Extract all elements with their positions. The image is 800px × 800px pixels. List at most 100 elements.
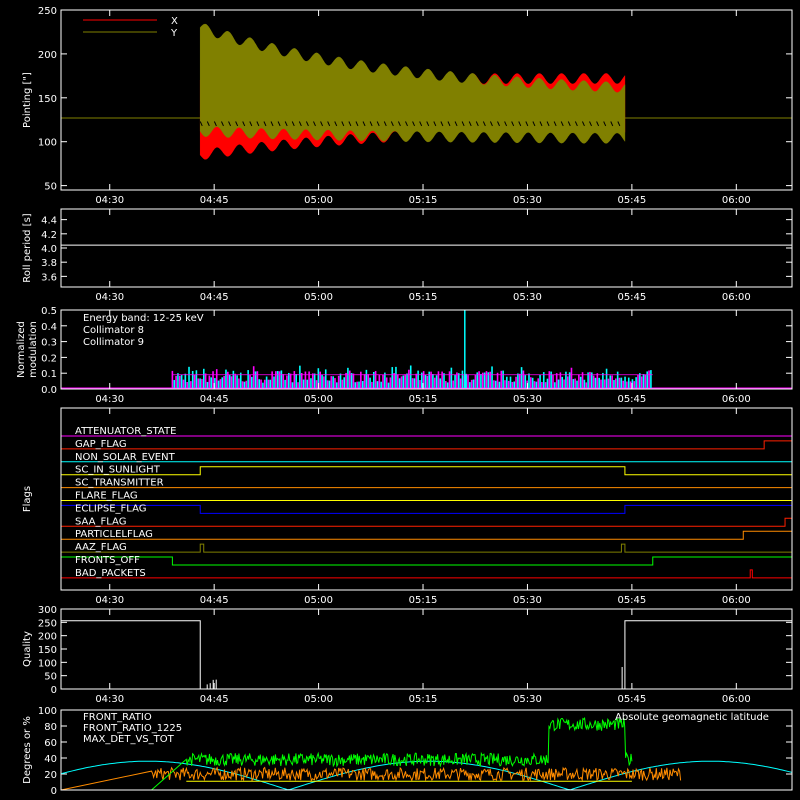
panel-4-ytick-label: 150 [38, 645, 57, 656]
pointing-texture [249, 121, 253, 127]
flag-aaz-flag-label: AAZ_FLAG [75, 542, 127, 553]
pointing-texture [313, 121, 316, 127]
panel-2-ytick-label: 0.3 [41, 338, 57, 349]
panel-0-xtick-label: 05:30 [513, 195, 542, 206]
pointing-texture [327, 121, 331, 127]
panel-4-xtick-label: 04:30 [95, 694, 124, 705]
pointing-texture [291, 121, 295, 127]
flag-sc-in-sunlight-line [61, 466, 792, 476]
latitude-annotation: Absolute geomagnetic latitude [615, 712, 769, 723]
panel-4-ytick-label: 100 [38, 658, 57, 669]
panel-3-xtick-label: 05:30 [513, 595, 542, 606]
pointing-texture [405, 121, 408, 127]
pointing-texture [341, 121, 345, 127]
panel-2-xtick-label: 05:45 [617, 394, 646, 405]
pointing-texture [256, 121, 260, 127]
pointing-texture [412, 121, 416, 127]
panel-4-xtick-label: 05:15 [409, 694, 438, 705]
flag-flare-flag-label: FLARE_FLAG [75, 491, 138, 502]
pointing-texture [553, 121, 557, 127]
front-ratio-1225-line [151, 716, 633, 791]
panel-2-ytick-label: 0.2 [41, 353, 57, 364]
panel-4-ytick-label: 200 [38, 632, 57, 643]
flag-particlelflag-line [61, 530, 792, 540]
panel-1-ytick-label: 3.8 [41, 258, 57, 269]
panel-0-ylabel: Pointing ["] [22, 72, 33, 128]
pointing-texture [539, 121, 543, 127]
panel-4-xtick-label: 06:00 [722, 694, 751, 705]
panel-4-ylabel: Quality [22, 631, 33, 667]
panel-1-ytick-label: 4.2 [41, 230, 57, 241]
panel-0-frame [60, 9, 793, 191]
panel-1-frame [60, 208, 793, 288]
panel-4-ytick-label: 250 [38, 618, 57, 629]
pointing-texture [199, 121, 203, 127]
panel-1-xtick-label: 05:00 [304, 292, 333, 303]
panel-4-ytick-label: 300 [38, 605, 57, 616]
pointing-texture [263, 121, 267, 127]
flag-eclipse-flag-label: ECLIPSE_FLAG [75, 503, 146, 514]
flag-fronts-off-line [60, 556, 792, 566]
panel-2-xtick-label: 04:30 [95, 394, 124, 405]
panel-0-xtick-label: 05:00 [304, 195, 333, 206]
pointing-texture [277, 121, 281, 127]
panel-3-xtick-label: 04:30 [95, 595, 124, 606]
panel-4-xtick-label: 05:45 [617, 694, 646, 705]
panel-3-xtick-label: 05:00 [304, 595, 333, 606]
panel-3-ylabel: Flags [22, 486, 33, 512]
pointing-texture [511, 121, 515, 127]
pointing-texture [334, 121, 338, 127]
panel-0-xtick-label: 04:30 [95, 195, 124, 206]
flag-attenuator-state-label: ATTENUATOR_STATE [75, 426, 176, 437]
panel-1-ytick-label: 3.6 [41, 272, 57, 283]
pointing-texture [440, 121, 444, 127]
pointing-texture [397, 121, 401, 127]
panel-3-frame [60, 407, 793, 591]
flag-saa-flag-label: SAA_FLAG [75, 516, 126, 527]
pointing-texture [221, 121, 224, 127]
panel-5-ytick-label: 100 [38, 706, 57, 717]
pointing-texture [461, 121, 465, 127]
panel-4-ytick-label: 0 [51, 685, 57, 696]
flag-eclipse-flag-line [60, 504, 792, 514]
pointing-texture [581, 121, 585, 127]
pointing-texture [298, 121, 302, 127]
pointing-texture [383, 121, 387, 127]
pointing-texture [348, 121, 352, 127]
panel-5-ytick-label: 60 [44, 738, 57, 749]
pointing-texture [497, 121, 500, 127]
pointing-texture [603, 121, 607, 127]
pointing-y-envelope [199, 23, 626, 144]
panel-1-ytick-label: 4.4 [41, 216, 57, 227]
panel-2-xtick-label: 04:45 [200, 394, 229, 405]
panel-0-ytick-label: 50 [44, 182, 57, 193]
panel-1-xtick-label: 04:30 [95, 292, 124, 303]
legend-y-label: Y [170, 28, 178, 39]
flag-non-solar-event-label: NON_SOLAR_EVENT [75, 452, 176, 463]
panel-1-ytick-label: 4.0 [41, 244, 57, 255]
pointing-texture [518, 121, 522, 127]
flag-sc-transmitter-label: SC_TRANSMITTER [75, 478, 164, 489]
pointing-texture [589, 121, 592, 127]
pointing-texture [213, 121, 217, 127]
pointing-texture [242, 121, 246, 127]
degrees-legend-1: FRONT_RATIO_1225 [83, 723, 182, 734]
panel-1-xtick-label: 06:00 [722, 292, 751, 303]
flag-gap-flag-label: GAP_FLAG [75, 439, 127, 450]
panel-4-xtick-label: 05:00 [304, 694, 333, 705]
modulation-legend-2: Collimator 9 [83, 337, 144, 348]
pointing-texture [617, 121, 621, 127]
flag-bad-packets-label: BAD_PACKETS [75, 568, 146, 579]
panel-2-ytick-label: 0.4 [41, 322, 57, 333]
panel-2-xtick-label: 05:00 [304, 394, 333, 405]
panel-2-xtick-label: 05:15 [409, 394, 438, 405]
panel-5-ylabel: Degrees or % [22, 716, 33, 784]
panel-0-xtick-label: 05:45 [617, 195, 646, 206]
modulation-legend-0: Energy band: 12-25 keV [83, 313, 204, 324]
panel-0-xtick-label: 06:00 [722, 195, 751, 206]
panel-2-ylabel: Normalized [16, 321, 27, 378]
panel-2-xtick-label: 05:30 [513, 394, 542, 405]
pointing-texture [546, 121, 550, 127]
pointing-texture [305, 121, 309, 127]
